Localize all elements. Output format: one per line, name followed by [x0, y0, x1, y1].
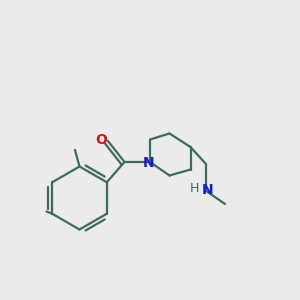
Text: N: N — [202, 183, 213, 197]
Text: O: O — [95, 133, 107, 146]
Text: H: H — [189, 182, 199, 196]
Text: N: N — [143, 156, 154, 170]
